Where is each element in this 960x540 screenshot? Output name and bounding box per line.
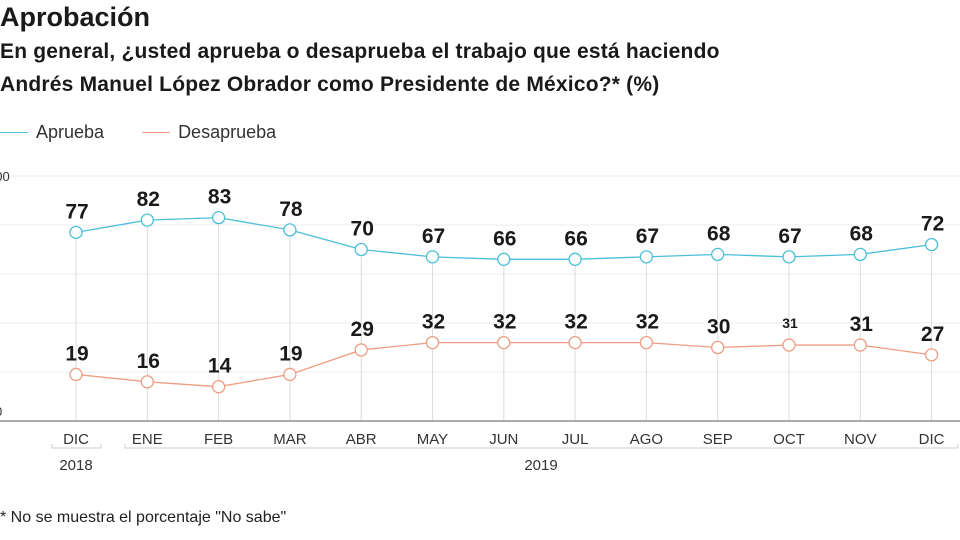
data-label-desaprueba: 32	[493, 311, 516, 334]
data-label-aprueba: 67	[422, 225, 445, 248]
data-label-desaprueba: 29	[351, 318, 374, 341]
data-point-desaprueba	[69, 367, 83, 382]
x-tick-label: DIC	[919, 431, 945, 448]
x-tick-label: JUN	[489, 431, 518, 448]
legend-swatch-desaprueba	[142, 131, 171, 134]
data-point-desaprueba	[497, 335, 511, 350]
chart-title: Aprobación	[0, 2, 151, 32]
data-label-desaprueba: 32	[422, 311, 445, 334]
data-label-aprueba: 83	[208, 186, 231, 209]
chart-subtitle-line-1: En general, ¿usted aprueba o desaprueba …	[0, 40, 720, 63]
data-label-aprueba: 66	[564, 227, 587, 250]
data-point-desaprueba	[711, 340, 725, 355]
data-label-aprueba: 68	[850, 222, 874, 245]
data-label-aprueba: 78	[279, 198, 303, 221]
data-label-aprueba: 67	[636, 225, 659, 248]
data-point-aprueba	[140, 213, 154, 227]
x-tick-label: AGO	[630, 431, 663, 448]
data-label-aprueba: 82	[137, 188, 160, 211]
data-label-desaprueba: 31	[782, 315, 798, 331]
data-label-desaprueba: 14	[208, 355, 232, 378]
x-tick-label: ENE	[132, 431, 163, 448]
x-tick-label: MAR	[273, 431, 307, 448]
data-label-aprueba: 66	[493, 227, 516, 250]
y-tick-label: 0	[0, 404, 2, 419]
x-tick-label: JUL	[562, 431, 589, 448]
data-point-desaprueba	[425, 335, 440, 350]
year-bracket-2019	[124, 444, 959, 449]
data-point-aprueba	[639, 250, 654, 264]
data-label-desaprueba: 30	[707, 316, 730, 339]
year-label: 2018	[59, 457, 92, 474]
data-point-desaprueba	[283, 367, 297, 382]
data-label-desaprueba: 16	[137, 350, 160, 373]
data-point-aprueba	[853, 247, 867, 262]
data-label-desaprueba: 19	[279, 342, 302, 365]
data-point-desaprueba	[354, 343, 368, 357]
data-label-desaprueba: 31	[850, 313, 874, 336]
data-point-aprueba	[711, 247, 725, 262]
year-label: 2019	[524, 457, 557, 474]
data-label-aprueba: 77	[65, 200, 88, 223]
data-point-aprueba	[69, 225, 83, 240]
data-point-aprueba	[568, 252, 582, 266]
data-label-desaprueba: 19	[65, 342, 88, 365]
data-label-aprueba: 68	[707, 222, 731, 245]
x-tick-label: DIC	[63, 431, 89, 448]
y-tick-label: 100	[0, 169, 10, 184]
footnote: * No se muestra el porcentaje "No sabe"	[0, 509, 287, 526]
data-label-desaprueba: 27	[921, 323, 944, 346]
data-point-aprueba	[782, 250, 796, 264]
data-point-desaprueba	[853, 338, 867, 352]
data-label-desaprueba: 32	[564, 311, 587, 334]
legend-label-desaprueba: Desaprueba	[178, 122, 277, 142]
legend-item-desaprueba: Desaprueba	[142, 122, 276, 143]
x-tick-label: SEP	[703, 431, 733, 448]
data-point-desaprueba	[140, 375, 154, 389]
data-label-aprueba: 72	[921, 213, 944, 236]
legend: Aprueba Desaprueba	[0, 122, 314, 143]
x-tick-label: ABR	[346, 431, 377, 448]
x-tick-label: NOV	[844, 431, 877, 448]
data-label-aprueba: 70	[351, 218, 374, 241]
data-point-aprueba	[283, 223, 297, 237]
legend-label-aprueba: Aprueba	[36, 122, 105, 142]
data-label-desaprueba: 32	[636, 311, 659, 334]
legend-item-aprueba: Aprueba	[0, 122, 104, 143]
x-tick-label: MAY	[417, 431, 448, 448]
data-point-desaprueba	[568, 335, 582, 350]
data-point-desaprueba	[639, 335, 654, 350]
data-point-aprueba	[425, 250, 440, 264]
chart-subtitle-line-2: Andrés Manuel López Obrador como Preside…	[0, 73, 660, 96]
x-tick-label: OCT	[773, 431, 805, 448]
data-point-desaprueba	[211, 380, 226, 394]
data-point-aprueba	[211, 210, 226, 225]
year-bracket-2018	[51, 444, 102, 449]
data-point-aprueba	[497, 252, 511, 266]
data-label-aprueba: 67	[778, 225, 801, 248]
x-tick-label: FEB	[204, 431, 233, 448]
data-point-aprueba	[924, 237, 939, 252]
data-point-aprueba	[354, 242, 368, 257]
data-point-desaprueba	[782, 338, 796, 352]
legend-swatch-aprueba	[0, 131, 28, 134]
data-point-desaprueba	[924, 348, 939, 362]
